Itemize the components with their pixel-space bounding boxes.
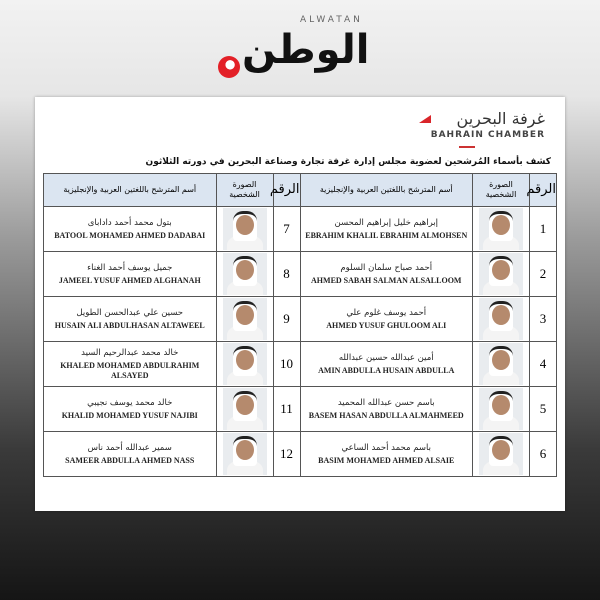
name-english: HUSAIN ALI ABDULHASAN ALTAWEEL bbox=[54, 320, 205, 330]
candidate-photo bbox=[215, 206, 274, 252]
org-english: BAHRAIN CHAMBER bbox=[430, 130, 545, 140]
table-row: 1 إبراهيم خليل إبراهيم المحسن EBRAHIM KHA… bbox=[43, 206, 557, 252]
table-row: 5 باسم حسن عبدالله المحميد BASEM HASAN AB… bbox=[43, 386, 557, 432]
name-arabic: حسين علي عبدالحسن الطويل bbox=[76, 307, 184, 318]
name-arabic: سمير عبدالله أحمد ناس bbox=[87, 442, 172, 453]
table-row: 6 باسم محمد أحمد الساعي BASIM MOHAMED AHM… bbox=[43, 431, 557, 477]
name-english: BATOOL MOHAMED AHMED DADABAI bbox=[54, 230, 206, 240]
name-arabic: باسم حسن عبدالله المحميد bbox=[337, 397, 435, 408]
candidate-photo bbox=[472, 431, 530, 477]
person-photo-icon bbox=[479, 343, 523, 385]
header-number: الرقم bbox=[526, 173, 557, 207]
person-photo-icon bbox=[222, 388, 267, 430]
name-english: KHALID MOHAMED YUSUF NAJIBI bbox=[61, 410, 198, 420]
person-photo-icon bbox=[222, 343, 267, 385]
candidate-name: خالد محمد عبدالرحيم السيد KHALED MOHAMED … bbox=[43, 341, 217, 387]
name-arabic: أحمد صباح سلمان السلوم bbox=[340, 262, 433, 273]
candidate-number: 4 bbox=[529, 341, 557, 387]
candidate-photo bbox=[472, 206, 530, 252]
logo-arabic: الوطن bbox=[242, 27, 370, 73]
org-arabic: غرفة البحرين bbox=[456, 109, 545, 128]
person-photo-icon bbox=[222, 298, 267, 340]
person-photo-icon bbox=[479, 253, 523, 295]
candidate-number: 6 bbox=[529, 431, 557, 477]
candidate-name: سمير عبدالله أحمد ناس SAMEER ABDULLA AHME… bbox=[43, 431, 217, 477]
name-english: SAMEER ABDULLA AHMED NASS bbox=[65, 455, 195, 465]
logo-latin: ALWATAN bbox=[300, 15, 363, 25]
name-arabic: أمين عبدالله حسين عبدالله bbox=[338, 352, 434, 363]
candidate-number: 9 bbox=[272, 296, 301, 342]
table-row: 4 أمين عبدالله حسين عبدالله AMIN ABDULLA … bbox=[43, 341, 557, 387]
candidate-number: 12 bbox=[272, 431, 301, 477]
header-photo: الصورة الشخصية bbox=[472, 173, 530, 207]
candidate-name: أمين عبدالله حسين عبدالله AMIN ABDULLA HU… bbox=[299, 341, 473, 387]
name-english: JAMEEL YUSUF AHMED ALGHANAH bbox=[58, 275, 201, 285]
table-row: 2 أحمد صباح سلمان السلوم AHMED SABAH SALM… bbox=[43, 251, 557, 297]
name-english: BASIM MOHAMED AHMED ALSAIE bbox=[318, 455, 455, 465]
name-arabic: أحمد يوسف غلوم علي bbox=[346, 307, 427, 318]
name-arabic: باسم محمد أحمد الساعي bbox=[341, 442, 432, 453]
person-photo-icon bbox=[479, 388, 523, 430]
candidate-number: 7 bbox=[272, 206, 301, 252]
candidate-name: باسم حسن عبدالله المحميد BASEM HASAN ABDU… bbox=[299, 386, 473, 432]
candidate-photo bbox=[472, 251, 530, 297]
candidate-photo bbox=[215, 296, 274, 342]
person-photo-icon bbox=[222, 253, 267, 295]
name-arabic: إبراهيم خليل إبراهيم المحسن bbox=[334, 217, 439, 228]
person-photo-icon bbox=[479, 208, 523, 250]
name-english: EBRAHIM KHALIL EBRAHIM ALMOHSEN bbox=[305, 230, 468, 240]
candidate-number: 10 bbox=[272, 341, 301, 387]
candidate-number: 5 bbox=[529, 386, 557, 432]
name-arabic: جميل يوسف أحمد الغناء bbox=[87, 262, 173, 273]
header-photo: الصورة الشخصية bbox=[215, 173, 274, 207]
person-photo-icon bbox=[479, 433, 523, 475]
alwatan-logo: ALWATAN الوطن bbox=[212, 14, 432, 90]
name-english: AHMED YUSUF GHULOOM ALI bbox=[326, 320, 447, 330]
candidate-name: أحمد صباح سلمان السلوم AHMED SABAH SALMAN… bbox=[299, 251, 473, 297]
candidate-number: 3 bbox=[529, 296, 557, 342]
candidate-number: 2 bbox=[529, 251, 557, 297]
candidate-name: أحمد يوسف غلوم علي AHMED YUSUF GHULOOM AL… bbox=[299, 296, 473, 342]
name-english: BASEM HASAN ABDULLA ALMAHMEED bbox=[308, 410, 464, 420]
document-title: كشف بأسماء المُرشحين لعضوية مجلس إدارة غ… bbox=[145, 157, 551, 167]
document-card: غرفة البحرين BAHRAIN CHAMBER كشف بأسماء … bbox=[35, 97, 565, 511]
chamber-mark-icon bbox=[419, 115, 431, 123]
candidate-name: جميل يوسف أحمد الغناء JAMEEL YUSUF AHMED … bbox=[43, 251, 217, 297]
candidate-photo bbox=[215, 251, 274, 297]
candidate-photo bbox=[472, 386, 530, 432]
logo-mark-icon bbox=[218, 56, 240, 78]
name-arabic: خالد محمد عبدالرحيم السيد bbox=[81, 347, 179, 358]
candidate-number: 11 bbox=[272, 386, 301, 432]
header-number: الرقم bbox=[270, 173, 301, 207]
candidate-name: باسم محمد أحمد الساعي BASIM MOHAMED AHMED… bbox=[299, 431, 473, 477]
header-name: أسم المترشح باللغتين العربية والإنجليزية bbox=[299, 173, 473, 207]
header-name: أسم المترشح باللغتين العربية والإنجليزية bbox=[43, 173, 217, 207]
candidate-name: حسين علي عبدالحسن الطويل HUSAIN ALI ABDUL… bbox=[43, 296, 217, 342]
person-photo-icon bbox=[222, 433, 267, 475]
candidates-table: الرقم الصورة الشخصية أسم المترشح باللغتي… bbox=[43, 173, 557, 477]
candidate-photo bbox=[215, 431, 274, 477]
person-photo-icon bbox=[222, 208, 267, 250]
name-english: AMIN ABDULLA HUSAIN ABDULLA bbox=[318, 365, 455, 375]
divider bbox=[459, 146, 475, 148]
candidate-photo bbox=[215, 386, 274, 432]
candidate-name: إبراهيم خليل إبراهيم المحسن EBRAHIM KHALI… bbox=[299, 206, 473, 252]
candidate-name: بتول محمد أحمد دادابای BATOOL MOHAMED AHM… bbox=[43, 206, 217, 252]
name-arabic: خالد محمد يوسف نجيبي bbox=[87, 397, 173, 408]
bahrain-chamber-logo: غرفة البحرين BAHRAIN CHAMBER bbox=[405, 109, 545, 148]
candidate-number: 8 bbox=[272, 251, 301, 297]
name-arabic: بتول محمد أحمد دادابای bbox=[87, 217, 172, 228]
person-photo-icon bbox=[479, 298, 523, 340]
candidate-photo bbox=[215, 341, 274, 387]
candidate-name: خالد محمد يوسف نجيبي KHALID MOHAMED YUSUF… bbox=[43, 386, 217, 432]
candidate-photo bbox=[472, 341, 530, 387]
table-row: 3 أحمد يوسف غلوم علي AHMED YUSUF GHULOOM … bbox=[43, 296, 557, 342]
candidate-number: 1 bbox=[529, 206, 557, 252]
name-english: KHALED MOHAMED ABDULRAHIM ALSAYED bbox=[60, 360, 200, 380]
candidate-photo bbox=[472, 296, 530, 342]
name-english: AHMED SABAH SALMAN ALSALLOOM bbox=[311, 275, 462, 285]
